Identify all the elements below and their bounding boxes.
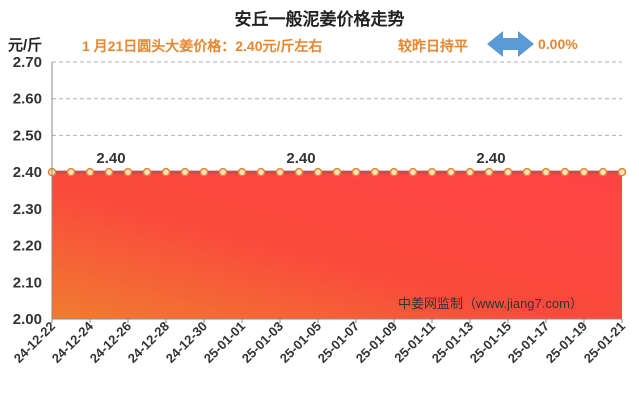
area-layer — [52, 172, 622, 319]
data-point — [161, 167, 171, 177]
y-tick-label: 2.00 — [13, 311, 42, 328]
data-point — [389, 167, 399, 177]
data-point — [617, 167, 627, 177]
data-point — [332, 167, 342, 177]
data-point — [408, 167, 418, 177]
marker-layer — [47, 167, 627, 177]
data-point — [427, 167, 437, 177]
data-label: 2.40 — [286, 150, 315, 167]
y-tick-label: 2.20 — [13, 238, 42, 255]
data-label-layer: 2.40 2.40 2.40 — [96, 150, 505, 167]
x-tick-label: 25-01-21 — [581, 319, 628, 366]
data-point — [180, 167, 190, 177]
data-point — [446, 167, 456, 177]
data-point — [579, 167, 589, 177]
data-point — [503, 167, 513, 177]
y-axis: 2.00 2.10 2.20 2.30 2.40 2.50 2.60 2.70 — [13, 54, 622, 328]
price-info-text: 1 月21日圆头大姜价格：2.40元/斤左右 — [82, 38, 323, 54]
data-point — [199, 167, 209, 177]
data-point — [465, 167, 475, 177]
change-percent-text: 0.00% — [538, 36, 578, 52]
data-point — [294, 167, 304, 177]
data-point — [218, 167, 228, 177]
data-point — [237, 167, 247, 177]
data-point — [85, 167, 95, 177]
data-point — [522, 167, 532, 177]
x-axis: 24-12-2224-12-2424-12-2624-12-2824-12-30… — [11, 318, 628, 366]
y-unit-label: 元/斤 — [8, 37, 43, 54]
y-tick-label: 2.70 — [13, 54, 42, 71]
y-tick-label: 2.10 — [13, 274, 42, 291]
data-point — [484, 167, 494, 177]
data-point — [370, 167, 380, 177]
change-info-text: 较昨日持平 — [398, 38, 468, 54]
double-arrow-icon — [487, 31, 534, 57]
watermark-text: 中姜网监制（www.jiang7.com） — [398, 296, 583, 311]
y-tick-label: 2.60 — [13, 91, 42, 108]
data-label: 2.40 — [96, 150, 125, 167]
data-label: 2.40 — [476, 150, 505, 167]
data-point — [598, 167, 608, 177]
x-tick-label: 25-01-09 — [353, 319, 400, 366]
y-tick-label: 2.30 — [13, 201, 42, 218]
y-tick-label: 2.50 — [13, 127, 42, 144]
chart-title: 安丘一般泥姜价格走势 — [234, 10, 405, 29]
data-point — [541, 167, 551, 177]
data-point — [560, 167, 570, 177]
data-point — [351, 167, 361, 177]
price-area — [52, 172, 622, 319]
data-point — [256, 167, 266, 177]
data-point — [123, 167, 133, 177]
data-point — [275, 167, 285, 177]
data-point — [313, 167, 323, 177]
data-point — [104, 167, 114, 177]
y-tick-label: 2.40 — [13, 164, 42, 181]
data-point — [66, 167, 76, 177]
data-point — [142, 167, 152, 177]
